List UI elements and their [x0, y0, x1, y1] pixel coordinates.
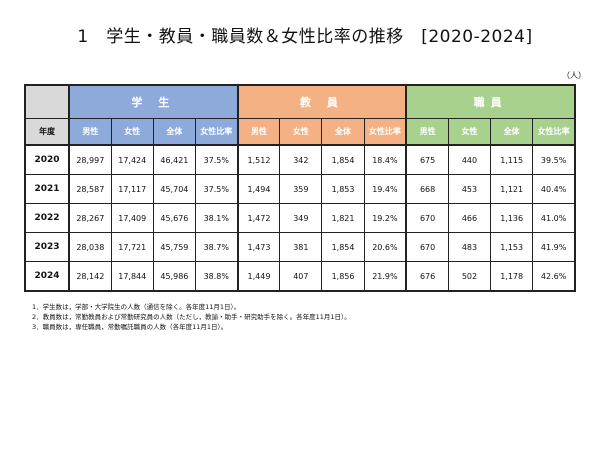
student-ratio-cell: 38.8% [194, 261, 239, 292]
sub-header-faculty-male: 男性 [236, 118, 281, 146]
student-male-cell: 28,587 [67, 174, 112, 204]
faculty-ratio-cell: 20.6% [363, 232, 407, 262]
student-total-cell: 45,986 [152, 261, 196, 292]
year-cell: 2022 [24, 203, 70, 233]
staff-ratio-cell: 40.4% [532, 174, 576, 204]
faculty-ratio-cell: 19.2% [363, 203, 407, 233]
faculty-male-cell: 1,473 [236, 232, 281, 262]
faculty-total-cell: 1,854 [321, 144, 365, 175]
sub-header-faculty-ratio: 女性比率 [363, 118, 407, 146]
unit-label: （人） [562, 71, 586, 80]
staff-female-cell: 466 [447, 203, 492, 233]
faculty-total-cell: 1,853 [321, 174, 365, 204]
student-female-cell: 17,844 [110, 261, 154, 292]
faculty-male-cell: 1,494 [236, 174, 281, 204]
year-cell: 2023 [24, 232, 70, 262]
student-female-cell: 17,424 [110, 144, 154, 175]
group-header-staff: 職員 [405, 84, 576, 119]
sub-header-staff-male: 男性 [405, 118, 449, 146]
sub-header-student-male: 男性 [67, 118, 112, 146]
sub-header-student-female: 女性 [110, 118, 154, 146]
student-ratio-cell: 37.5% [194, 174, 239, 204]
sub-header-faculty-female: 女性 [279, 118, 323, 146]
faculty-total-cell: 1,854 [321, 232, 365, 262]
staff-total-cell: 1,153 [490, 232, 534, 262]
student-male-cell: 28,142 [67, 261, 112, 292]
stats-table: 学 生 教 員 職員 年度 男性 女性 全体 女性比率 男性 女性 全体 女性比… [24, 84, 576, 292]
student-male-cell: 28,997 [67, 144, 112, 175]
student-ratio-cell: 38.7% [194, 232, 239, 262]
student-total-cell: 45,759 [152, 232, 196, 262]
group-header-row: 学 生 教 員 職員 [24, 84, 576, 119]
student-male-cell: 28,038 [67, 232, 112, 262]
faculty-female-cell: 342 [279, 144, 323, 175]
table-row: 2021 28,587 17,117 45,704 37.5% 1,494 35… [24, 174, 576, 204]
table-row: 2024 28,142 17,844 45,986 38.8% 1,449 40… [24, 261, 576, 292]
student-female-cell: 17,117 [110, 174, 154, 204]
student-total-cell: 45,704 [152, 174, 196, 204]
student-female-cell: 17,409 [110, 203, 154, 233]
sub-header-row: 年度 男性 女性 全体 女性比率 男性 女性 全体 女性比率 男性 女性 全体 … [24, 118, 576, 146]
faculty-ratio-cell: 19.4% [363, 174, 407, 204]
staff-ratio-cell: 39.5% [532, 144, 576, 175]
group-header-student: 学 生 [68, 84, 239, 119]
staff-male-cell: 670 [405, 203, 449, 233]
faculty-female-cell: 349 [279, 203, 323, 233]
student-female-cell: 17,721 [110, 232, 154, 262]
staff-male-cell: 675 [405, 144, 449, 175]
sub-header-faculty-total: 全体 [321, 118, 365, 146]
staff-ratio-cell: 41.0% [532, 203, 576, 233]
staff-total-cell: 1,115 [490, 144, 534, 175]
sub-header-staff-female: 女性 [447, 118, 492, 146]
staff-male-cell: 670 [405, 232, 449, 262]
sub-header-student-total: 全体 [152, 118, 196, 146]
corner-cell [24, 84, 70, 119]
staff-ratio-cell: 42.6% [532, 261, 576, 292]
table-row: 2022 28,267 17,409 45,676 38.1% 1,472 34… [24, 203, 576, 233]
sub-header-staff-total: 全体 [490, 118, 534, 146]
page-title: 1 学生・教員・職員数＆女性比率の推移 [2020-2024] [77, 27, 533, 47]
faculty-male-cell: 1,449 [236, 261, 281, 292]
year-cell: 2021 [24, 174, 70, 204]
staff-ratio-cell: 41.9% [532, 232, 576, 262]
footnote-2: 2．教員数は，常勤教員および常勤研究員の人数（ただし，教諭・助手・研究助手を除く… [32, 313, 351, 321]
student-total-cell: 45,676 [152, 203, 196, 233]
student-total-cell: 46,421 [152, 144, 196, 175]
student-ratio-cell: 37.5% [194, 144, 239, 175]
table-row: 2023 28,038 17,721 45,759 38.7% 1,473 38… [24, 232, 576, 262]
faculty-female-cell: 381 [279, 232, 323, 262]
faculty-total-cell: 1,856 [321, 261, 365, 292]
staff-total-cell: 1,178 [490, 261, 534, 292]
staff-female-cell: 440 [447, 144, 492, 175]
sub-header-staff-ratio: 女性比率 [532, 118, 576, 146]
faculty-male-cell: 1,472 [236, 203, 281, 233]
group-header-faculty: 教 員 [236, 84, 407, 119]
student-ratio-cell: 38.1% [194, 203, 239, 233]
sub-header-student-ratio: 女性比率 [194, 118, 239, 146]
faculty-ratio-cell: 18.4% [363, 144, 407, 175]
footnote-1: 1．学生数は，学部・大学院生の人数（通信を除く。各年度11月1日）。 [32, 303, 241, 311]
table-row: 2020 28,997 17,424 46,421 37.5% 1,512 34… [24, 144, 576, 175]
footnote-3: 3．職員数は，専任職員，常勤嘱託職員の人数（各年度11月1日）。 [32, 323, 228, 331]
faculty-female-cell: 407 [279, 261, 323, 292]
staff-male-cell: 676 [405, 261, 449, 292]
year-cell: 2024 [24, 261, 70, 292]
faculty-ratio-cell: 21.9% [363, 261, 407, 292]
staff-male-cell: 668 [405, 174, 449, 204]
staff-female-cell: 483 [447, 232, 492, 262]
faculty-total-cell: 1,821 [321, 203, 365, 233]
staff-total-cell: 1,121 [490, 174, 534, 204]
staff-female-cell: 502 [447, 261, 492, 292]
faculty-female-cell: 359 [279, 174, 323, 204]
staff-total-cell: 1,136 [490, 203, 534, 233]
year-cell: 2020 [24, 144, 70, 175]
student-male-cell: 28,267 [67, 203, 112, 233]
year-header: 年度 [24, 118, 70, 146]
footnotes: 1．学生数は，学部・大学院生の人数（通信を除く。各年度11月1日）。 2．教員数… [32, 302, 351, 332]
staff-female-cell: 453 [447, 174, 492, 204]
faculty-male-cell: 1,512 [236, 144, 281, 175]
